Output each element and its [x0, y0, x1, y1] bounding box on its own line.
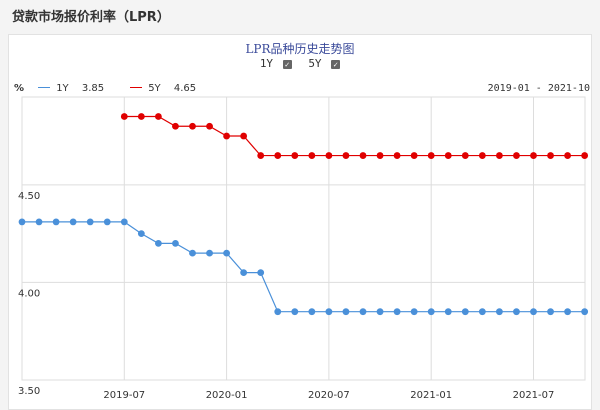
data-point-1y — [291, 308, 299, 316]
data-point-5y — [444, 152, 452, 159]
data-point-5y — [547, 152, 554, 159]
page-title: 贷款市场报价利率（LPR） — [12, 10, 170, 25]
data-point-5y — [513, 152, 520, 159]
data-point-1y — [325, 308, 333, 316]
data-point-5y — [223, 132, 231, 140]
data-point-1y — [478, 308, 486, 316]
data-point-1y — [427, 308, 435, 316]
data-point-1y — [496, 308, 503, 316]
data-point-5y — [478, 152, 486, 159]
checkbox-checked-icon[interactable]: ✓ — [282, 60, 292, 69]
series-line-5y — [124, 115, 585, 157]
data-point-5y — [564, 152, 571, 159]
data-point-5y — [189, 122, 196, 130]
data-point-1y — [547, 308, 554, 316]
toggle-1y-label: 1Y — [259, 57, 274, 70]
data-point-5y — [274, 152, 282, 159]
series-line-1y — [22, 221, 585, 313]
legend-item-5y[interactable]: 5Y 4.65 — [130, 83, 196, 94]
data-point-1y — [376, 308, 384, 316]
y-tick-label: 4.50 — [18, 191, 40, 202]
data-point-1y — [308, 308, 316, 316]
data-point-1y — [155, 239, 162, 247]
data-point-1y — [461, 308, 469, 316]
data-point-5y — [308, 152, 316, 159]
plot-frame — [21, 96, 586, 381]
y-unit-label: % — [14, 83, 25, 94]
line-swatch-icon — [130, 87, 142, 88]
data-point-5y — [410, 152, 418, 159]
data-point-1y — [342, 308, 350, 316]
data-point-1y — [206, 249, 213, 257]
data-point-1y — [223, 249, 231, 257]
data-point-5y — [137, 113, 145, 120]
data-point-1y — [257, 269, 265, 277]
data-point-1y — [69, 218, 77, 226]
data-point-5y — [257, 152, 265, 159]
data-point-5y — [461, 152, 469, 159]
data-point-1y — [52, 218, 60, 226]
data-point-5y — [291, 152, 299, 159]
data-point-5y — [325, 152, 333, 159]
data-point-5y — [581, 152, 589, 159]
line-swatch-icon — [38, 87, 50, 88]
data-point-1y — [240, 269, 248, 277]
data-point-5y — [120, 113, 128, 120]
data-point-1y — [444, 308, 452, 316]
data-point-5y — [530, 152, 537, 159]
data-point-5y — [342, 152, 350, 159]
data-point-5y — [172, 122, 179, 130]
data-point-5y — [240, 132, 248, 140]
data-point-1y — [189, 249, 196, 257]
data-point-1y — [137, 230, 145, 238]
legend-item-1y[interactable]: 1Y 3.85 — [38, 83, 104, 94]
data-point-5y — [496, 152, 503, 159]
data-point-1y — [172, 239, 179, 247]
x-tick-label: 2020-01 — [206, 390, 248, 401]
data-point-5y — [427, 152, 435, 159]
toggle-5y-label: 5Y — [308, 57, 322, 70]
data-point-1y — [35, 218, 43, 226]
series-toggles: 1Y ✓ 5Y ✓ — [0, 57, 600, 70]
data-point-1y — [86, 218, 94, 226]
legend-5y-value: 4.65 — [173, 83, 197, 94]
x-tick-label: 2019-07 — [103, 390, 145, 401]
data-point-5y — [155, 113, 162, 120]
y-tick-label: 4.00 — [18, 288, 40, 299]
data-point-1y — [18, 218, 26, 226]
legend-1y-name: 1Y — [56, 83, 69, 94]
data-point-1y — [103, 218, 111, 226]
chart-title: LPR品种历史走势图 — [245, 42, 355, 56]
date-range: 2019-01 - 2021-10 — [487, 83, 590, 94]
data-point-1y — [274, 308, 282, 316]
data-point-5y — [359, 152, 367, 159]
legend-1y-value: 3.85 — [81, 83, 105, 94]
toggle-5y[interactable]: 5Y ✓ — [308, 57, 341, 70]
data-point-1y — [410, 308, 418, 316]
x-tick-label: 2020-07 — [308, 390, 350, 401]
y-tick-label: 3.50 — [18, 386, 40, 397]
data-point-1y — [513, 308, 520, 316]
checkbox-checked-icon[interactable]: ✓ — [331, 60, 341, 69]
data-point-5y — [376, 152, 384, 159]
x-tick-label: 2021-01 — [410, 390, 452, 401]
data-point-5y — [206, 122, 213, 130]
toggle-1y[interactable]: 1Y ✓ — [260, 57, 292, 70]
data-point-1y — [564, 308, 571, 316]
x-tick-label: 2021-07 — [513, 390, 555, 401]
data-point-1y — [120, 218, 128, 226]
data-point-1y — [359, 308, 367, 316]
data-point-5y — [393, 152, 401, 159]
data-point-1y — [393, 308, 401, 316]
data-point-1y — [581, 308, 589, 316]
data-point-1y — [530, 308, 537, 316]
legend-5y-name: 5Y — [148, 83, 161, 94]
